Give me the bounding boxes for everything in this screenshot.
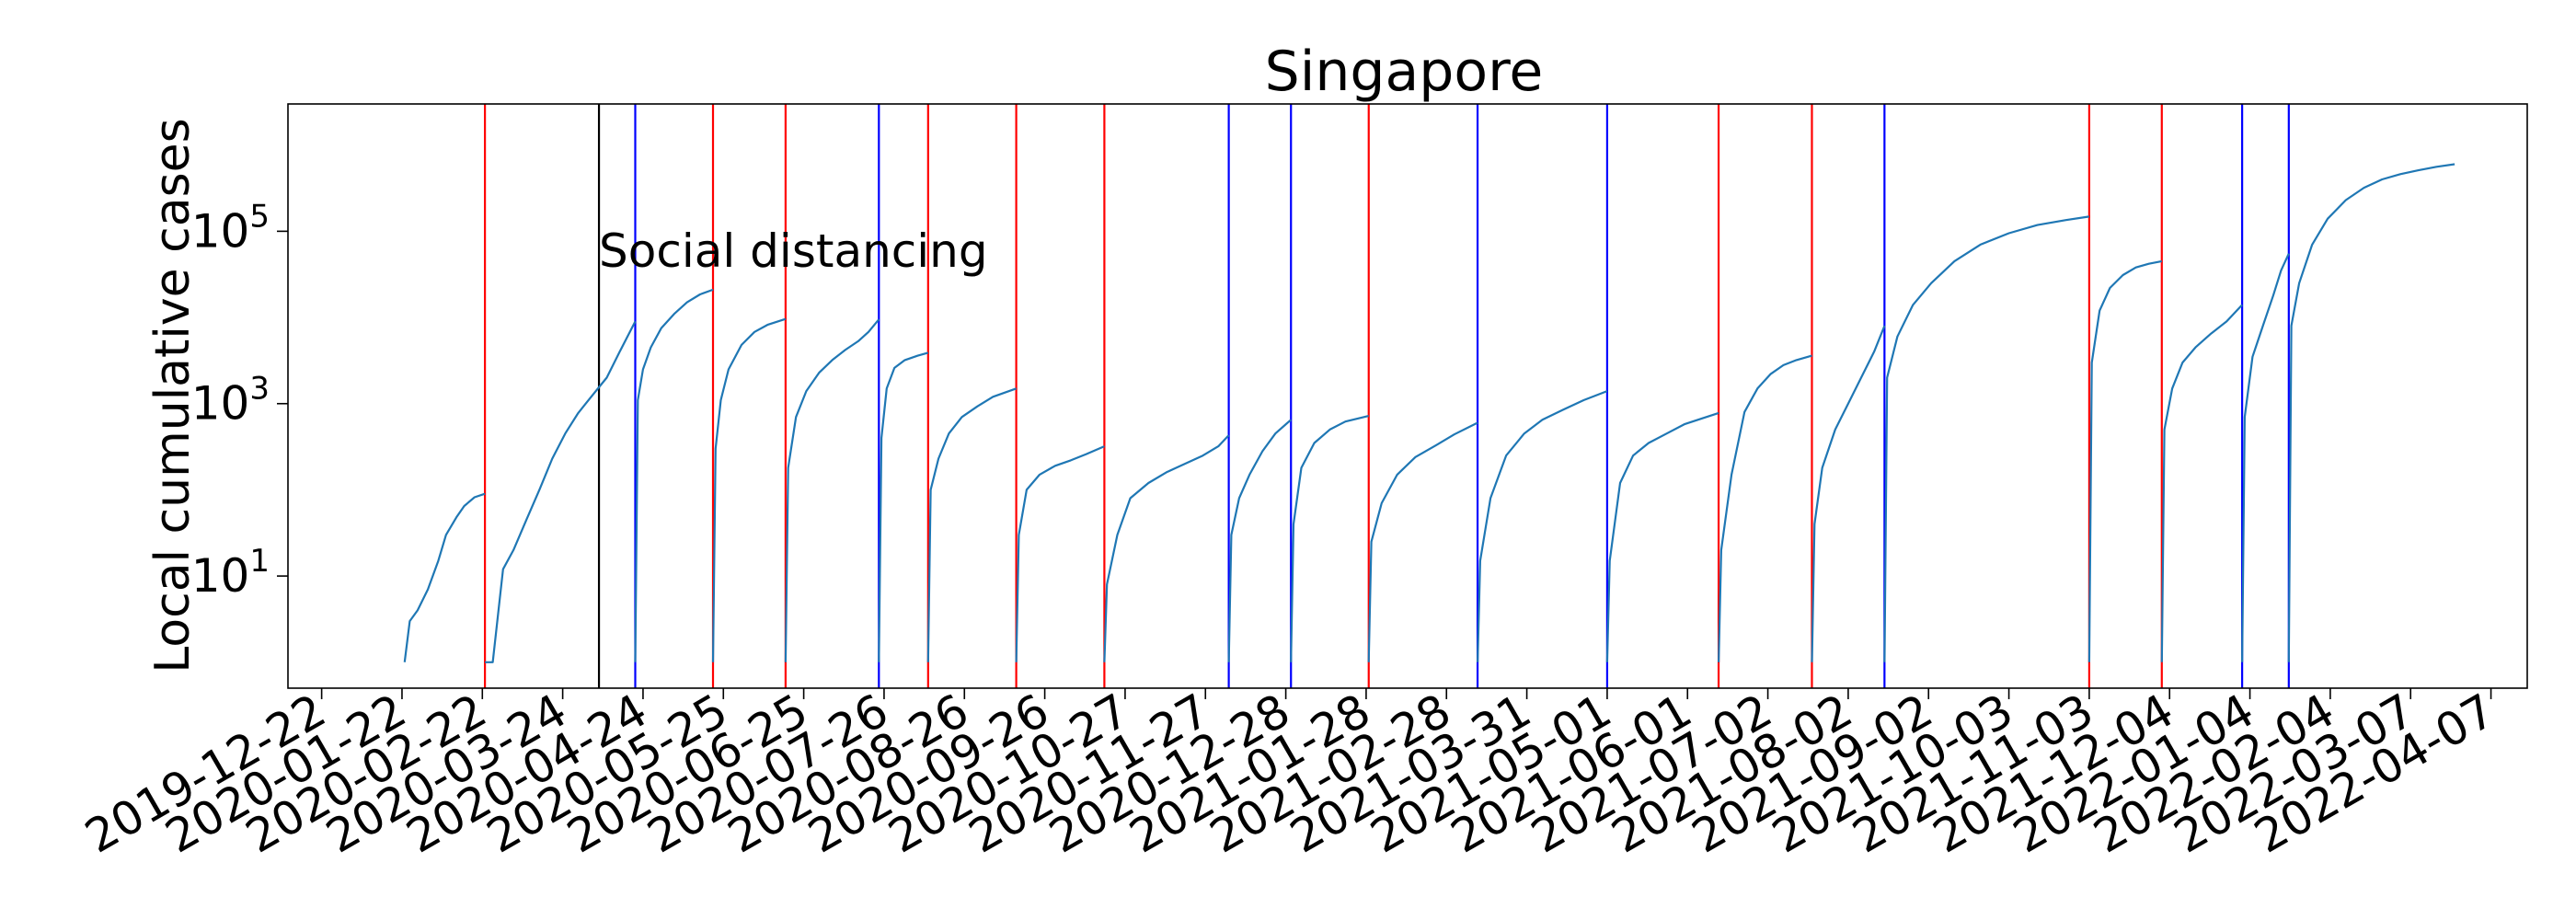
y-tick-label-2: 105 — [191, 198, 270, 258]
x-axis: 2019-12-222020-01-222020-02-222020-03-24… — [76, 684, 2504, 864]
y-axis: 101 103 105 — [191, 198, 288, 603]
series-segment-5 — [878, 351, 929, 662]
series-segment-16 — [1883, 215, 2090, 662]
series-segment-19 — [2241, 253, 2290, 662]
series-segment-14 — [1718, 354, 1812, 662]
series-segment-20 — [2287, 163, 2455, 662]
plot-frame — [287, 103, 2528, 689]
series-segment-1 — [485, 320, 637, 663]
series-segment-8 — [1103, 434, 1230, 662]
series-segment-12 — [1477, 390, 1608, 662]
series-segment-9 — [1227, 419, 1292, 662]
series-segment-17 — [2087, 259, 2163, 662]
series-segment-15 — [1811, 325, 1886, 662]
y-tick-label-0: 101 — [191, 543, 270, 603]
series-segment-6 — [926, 387, 1017, 662]
y-axis-label: Local cumulative cases — [145, 118, 201, 673]
series-segment-13 — [1605, 411, 1719, 662]
series-segment-3 — [711, 317, 787, 662]
series-segment-4 — [784, 318, 880, 662]
series-segment-18 — [2160, 304, 2243, 662]
y-tick-label-1: 103 — [191, 371, 270, 431]
series-segment-10 — [1290, 415, 1369, 662]
series-segment-2 — [634, 288, 714, 662]
series-segment-7 — [1015, 445, 1105, 662]
social-distancing-annotation: Social distancing — [599, 224, 988, 278]
series-layer — [403, 163, 2455, 663]
chart-title: Singapore — [1265, 40, 1544, 104]
series-segment-11 — [1367, 421, 1478, 662]
series-segment-0 — [403, 492, 486, 662]
